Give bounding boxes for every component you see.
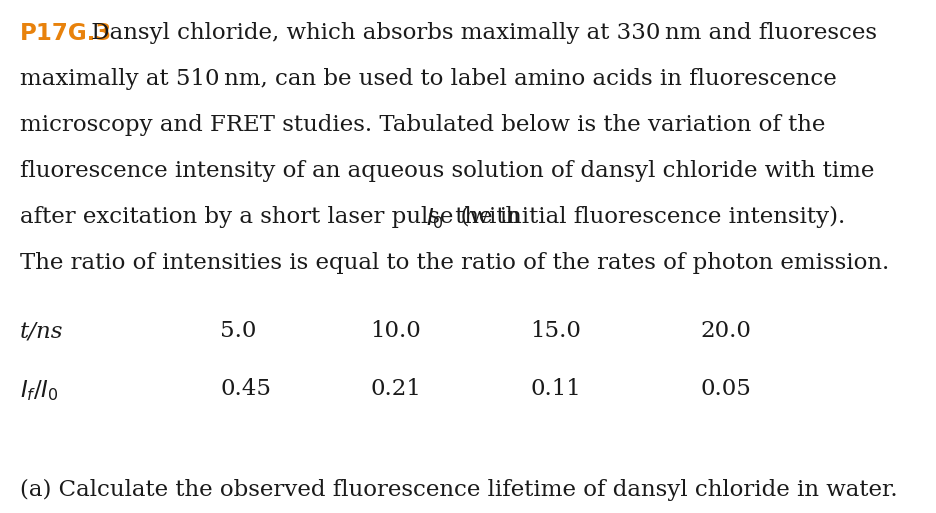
Text: 0.11: 0.11 [530, 378, 580, 400]
Text: 15.0: 15.0 [530, 320, 581, 342]
Text: The ratio of intensities is equal to the ratio of the rates of photon emission.: The ratio of intensities is equal to the… [20, 252, 889, 274]
Text: 10.0: 10.0 [370, 320, 421, 342]
Text: after excitation by a short laser pulse (with: after excitation by a short laser pulse … [20, 206, 525, 228]
Text: 0.45: 0.45 [220, 378, 271, 400]
Text: $I_f/I_0$: $I_f/I_0$ [20, 378, 59, 403]
Text: (a) Calculate the observed fluorescence lifetime of dansyl chloride in water.: (a) Calculate the observed fluorescence … [20, 479, 898, 501]
Text: maximally at 510 nm, can be used to label amino acids in fluorescence: maximally at 510 nm, can be used to labe… [20, 68, 837, 90]
Text: 5.0: 5.0 [220, 320, 256, 342]
Text: 0.05: 0.05 [700, 378, 751, 400]
Text: microscopy and FRET studies. Tabulated below is the variation of the: microscopy and FRET studies. Tabulated b… [20, 114, 826, 136]
Text: t/ns: t/ns [20, 320, 64, 342]
Text: fluorescence intensity of an aqueous solution of dansyl chloride with time: fluorescence intensity of an aqueous sol… [20, 160, 874, 182]
Text: P17G.3: P17G.3 [20, 22, 112, 45]
Text: 0.21: 0.21 [370, 378, 421, 400]
Text: Dansyl chloride, which absorbs maximally at 330 nm and fluoresces: Dansyl chloride, which absorbs maximally… [83, 22, 877, 44]
Text: $I_0$: $I_0$ [426, 206, 444, 231]
Text: 20.0: 20.0 [700, 320, 751, 342]
Text: the initial fluorescence intensity).: the initial fluorescence intensity). [447, 206, 845, 228]
